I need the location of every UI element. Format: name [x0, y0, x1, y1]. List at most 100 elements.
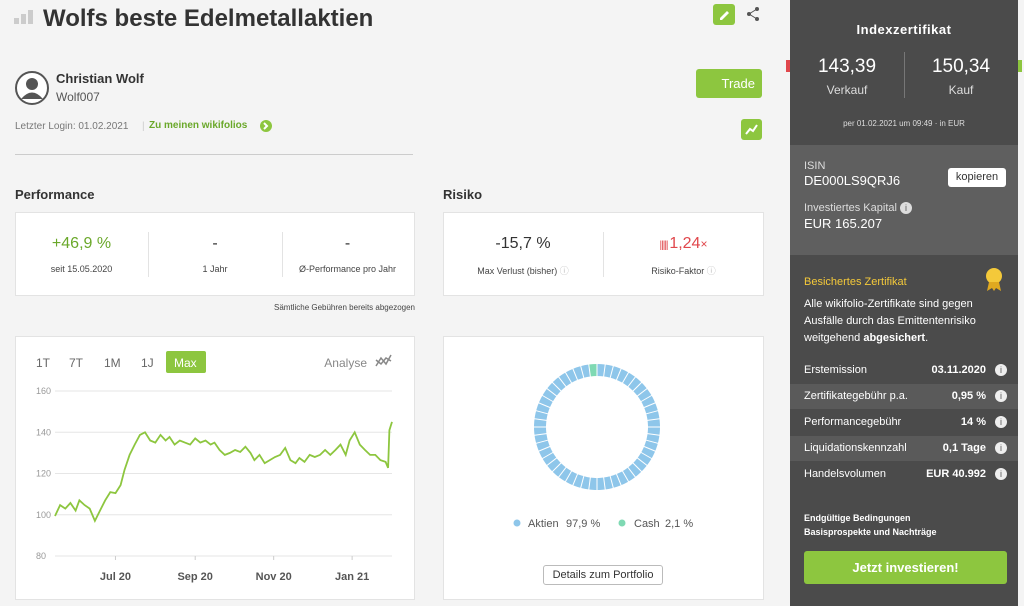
- risk-value: 1,24: [669, 235, 701, 252]
- isin-label: ISIN: [804, 160, 826, 172]
- buy-price: 150,34: [931, 56, 991, 77]
- range-button[interactable]: 1M: [104, 356, 121, 370]
- secured-text: Alle wikifolio-Zertifikate sind gegen Au…: [804, 296, 999, 347]
- donut-separator: [545, 387, 558, 397]
- divider: [15, 154, 413, 155]
- link-arrow: [260, 120, 272, 132]
- legend-value: 97,9 %: [566, 518, 600, 530]
- buy-marker: [1018, 60, 1022, 72]
- detail-row: Handelsvolumen EUR 40.992 i: [790, 462, 1018, 487]
- info-icon[interactable]: i: [995, 442, 1007, 454]
- y-tick-label: 160: [36, 386, 51, 396]
- donut-separator: [588, 476, 591, 491]
- donut-separator: [557, 375, 567, 388]
- info-icon[interactable]: ⓘ: [559, 266, 569, 276]
- info-icon[interactable]: i: [995, 416, 1007, 428]
- row-label: Handelsvolumen: [804, 468, 886, 480]
- row-label: Liquidationskennzahl: [804, 442, 907, 454]
- range-button-bg: [166, 351, 206, 373]
- info-icon[interactable]: ⓘ: [706, 266, 716, 276]
- y-tick-label: 80: [36, 551, 46, 561]
- kpi-label-text: Max Verlust (bisher): [477, 266, 558, 276]
- range-button[interactable]: Max: [174, 356, 197, 370]
- donut-separator: [537, 402, 551, 409]
- range-button[interactable]: 1J: [141, 356, 154, 370]
- trader-handle[interactable]: Wolf007: [56, 90, 100, 104]
- donut-separator: [541, 394, 554, 403]
- info-icon[interactable]: i: [995, 468, 1007, 480]
- donut-separator: [615, 367, 622, 381]
- copy-button[interactable]: kopieren: [948, 168, 1006, 187]
- isin: DE000LS9QRJ6: [804, 173, 901, 188]
- sell-label: Verkauf: [826, 83, 868, 97]
- donut-separator: [621, 470, 630, 483]
- wikifolios-link[interactable]: Zu meinen wikifolios: [149, 120, 248, 131]
- kpi-value: -: [212, 235, 218, 252]
- badge-icon: [986, 268, 1002, 291]
- donut-separator: [541, 451, 554, 460]
- capital: EUR 165.207: [804, 216, 883, 231]
- share-icon[interactable]: [745, 6, 761, 22]
- x-tick-label: Nov 20: [256, 571, 292, 583]
- donut-separator: [609, 475, 615, 489]
- avatar: [15, 71, 49, 105]
- x-tick-label: Jul 20: [100, 571, 131, 583]
- secured-heading: Besichertes Zertifikat: [804, 276, 907, 288]
- info-icon[interactable]: i: [995, 364, 1007, 376]
- divider: [603, 232, 604, 277]
- kpi-value: +46,9 %: [51, 235, 112, 252]
- info-icon[interactable]: i: [900, 202, 912, 214]
- range-button[interactable]: 7T: [69, 356, 84, 370]
- risk-suffix: ×: [700, 237, 708, 251]
- row-label: Zertifikategebühr p.a.: [804, 390, 908, 402]
- row-label: Erstemission: [804, 364, 867, 376]
- kpi-value: ||||| 1,24×: [604, 235, 763, 253]
- kpi-label: 1 Jahr: [202, 264, 228, 274]
- legend-label: Aktien: [528, 518, 559, 530]
- x-tick-label: Sep 20: [177, 571, 212, 583]
- row-label: Performancegebühr: [804, 416, 902, 428]
- donut-separator: [640, 451, 653, 460]
- donut-separator: [640, 394, 653, 403]
- donut-separator: [645, 409, 659, 415]
- donut-separator: [603, 476, 606, 491]
- divider: [148, 232, 149, 277]
- sell-price: 143,39: [817, 56, 877, 77]
- kpi-label-text: Risiko-Faktor: [651, 266, 705, 276]
- range-button[interactable]: 1T: [36, 356, 51, 370]
- legend-value: 2,1 %: [665, 518, 693, 530]
- prospectus-link[interactable]: Basisprospekte und Nachträge: [804, 527, 937, 537]
- donut-separator: [627, 466, 637, 479]
- y-tick-label: 100: [36, 510, 51, 520]
- analysis-icon: [375, 354, 392, 367]
- trade-label: Trade: [721, 76, 755, 91]
- donut-separator: [588, 363, 591, 378]
- trade-button[interactable]: Trade: [696, 69, 762, 98]
- donut-separator: [646, 418, 661, 421]
- donut-separator: [572, 473, 579, 487]
- fee-note: Sämtliche Gebühren bereits abgezogen: [274, 303, 415, 312]
- edit-button[interactable]: [713, 4, 735, 25]
- terms-link[interactable]: Endgültige Bedingungen: [804, 513, 911, 523]
- donut-separator: [535, 439, 549, 445]
- info-icon[interactable]: i: [995, 390, 1007, 402]
- donut-segment: [588, 364, 597, 377]
- last-login: Letzter Login: 01.02.2021: [15, 121, 129, 132]
- donut-separator: [579, 475, 585, 489]
- chart-button[interactable]: [741, 119, 762, 140]
- capital-label-text: Investiertes Kapital: [804, 202, 897, 214]
- detail-row: Erstemission 03.11.2020 i: [790, 358, 1018, 383]
- donut-separator: [621, 371, 630, 384]
- kpi-value: -15,7 %: [495, 235, 551, 252]
- details-button[interactable]: Details zum Portfolio: [543, 565, 663, 585]
- row-value: EUR 40.992: [926, 468, 986, 480]
- sell-marker: [786, 60, 790, 72]
- invest-button[interactable]: Jetzt investieren!: [804, 551, 1007, 584]
- donut-separator: [564, 371, 573, 384]
- charts: 1T 7T 1M 1J Max Analyse 80 100 120 140 160 Jul 20 Se…: [36, 351, 693, 583]
- donut-separator: [643, 402, 657, 409]
- kpi-value: -: [344, 235, 351, 252]
- row-value: 0,95 %: [951, 390, 986, 402]
- donut-separator: [603, 363, 606, 378]
- analysis-button[interactable]: Analyse: [324, 356, 367, 370]
